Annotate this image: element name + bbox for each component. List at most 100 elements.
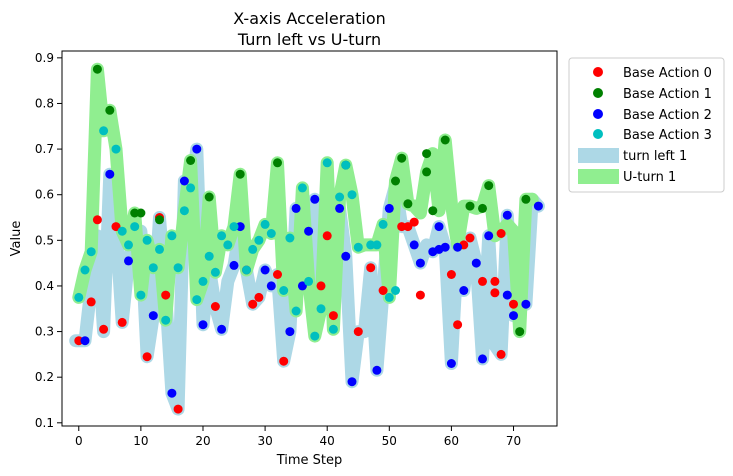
point-base-action-2-1 — [105, 169, 115, 179]
point-base-action-3-38 — [335, 192, 345, 202]
legend-label-base-action-1: Base Action 1 — [623, 87, 712, 102]
legend: Base Action 0 Base Action 1 Base Action … — [568, 57, 725, 193]
y-tick-label-0.8: 0.8 — [35, 96, 54, 110]
point-base-action-3-34 — [310, 331, 320, 341]
point-base-action-3-33 — [304, 276, 314, 286]
point-base-action-3-0 — [74, 292, 84, 302]
point-base-action-0-10 — [210, 302, 220, 311]
x-tick-label-40: 40 — [320, 434, 335, 448]
point-base-action-1-13 — [422, 149, 432, 159]
point-base-action-1-11 — [397, 153, 407, 163]
point-base-action-0-4 — [111, 222, 121, 232]
point-base-action-2-7 — [198, 320, 208, 330]
legend-swatch-turn-left-1 — [578, 148, 619, 163]
point-base-action-3-19 — [204, 251, 214, 261]
point-base-action-3-8 — [136, 290, 146, 300]
point-base-action-2-29 — [446, 359, 456, 368]
point-base-action-3-13 — [167, 231, 177, 241]
point-base-action-0-6 — [142, 352, 152, 362]
point-base-action-0-35 — [509, 299, 518, 309]
legend-marker-base-action-2 — [593, 109, 603, 119]
x-tick-label-10: 10 — [133, 434, 148, 448]
point-base-action-3-37 — [328, 324, 338, 334]
point-base-action-3-43 — [372, 240, 382, 250]
y-tick-label-0.6: 0.6 — [35, 188, 54, 202]
x-tick-label-20: 20 — [195, 434, 210, 448]
plot-frame — [61, 50, 558, 427]
point-base-action-2-35 — [502, 290, 512, 300]
point-base-action-2-23 — [409, 240, 419, 250]
point-base-action-3-1 — [80, 265, 90, 275]
point-base-action-2-0 — [80, 336, 90, 346]
point-base-action-3-32 — [297, 183, 307, 193]
point-base-action-1-8 — [273, 158, 282, 168]
point-base-action-0-19 — [353, 327, 363, 337]
legend-label-u-turn-1: U-turn 1 — [623, 170, 676, 185]
point-base-action-2-5 — [179, 176, 189, 186]
point-base-action-2-28 — [440, 242, 450, 252]
point-base-action-0-31 — [490, 276, 500, 286]
point-base-action-2-4 — [167, 388, 177, 398]
point-base-action-3-31 — [291, 306, 301, 316]
point-base-action-3-11 — [155, 244, 164, 254]
legend-swatch-u-turn-1 — [578, 169, 619, 184]
point-base-action-1-14 — [422, 167, 432, 177]
point-base-action-0-29 — [465, 233, 475, 243]
y-tick-label-0.1: 0.1 — [35, 416, 54, 430]
point-base-action-2-34 — [484, 231, 494, 241]
point-base-action-2-2 — [124, 256, 133, 266]
point-base-action-0-17 — [322, 231, 332, 241]
y-tick-label-0.5: 0.5 — [35, 233, 54, 247]
point-base-action-0-23 — [403, 222, 413, 232]
point-base-action-2-38 — [521, 299, 531, 309]
point-base-action-3-29 — [279, 286, 289, 295]
point-base-action-3-24 — [242, 265, 251, 275]
point-base-action-3-35 — [316, 304, 326, 314]
legend-marker-base-action-1 — [593, 88, 603, 98]
point-base-action-1-16 — [440, 135, 450, 145]
point-base-action-3-5 — [117, 226, 127, 236]
point-base-action-1-6 — [204, 192, 214, 202]
point-base-action-3-44 — [378, 219, 388, 229]
point-base-action-2-36 — [502, 210, 512, 220]
point-base-action-3-18 — [198, 276, 208, 286]
point-base-action-0-16 — [316, 281, 326, 291]
point-base-action-3-7 — [130, 222, 140, 232]
point-base-action-2-21 — [372, 365, 382, 375]
point-base-action-3-41 — [353, 242, 363, 252]
point-base-action-3-36 — [322, 158, 332, 168]
point-base-action-2-16 — [304, 226, 314, 236]
point-base-action-3-39 — [341, 160, 351, 170]
x-tick-label-60: 60 — [444, 434, 459, 448]
point-base-action-0-33 — [496, 229, 506, 238]
point-base-action-0-32 — [490, 288, 500, 298]
y-tick-label-0.4: 0.4 — [35, 279, 54, 293]
point-base-action-1-12 — [403, 199, 413, 209]
point-base-action-3-45 — [384, 292, 394, 302]
point-base-action-2-12 — [266, 281, 276, 291]
point-base-action-2-14 — [291, 203, 301, 213]
point-base-action-3-15 — [179, 206, 189, 216]
point-base-action-1-20 — [515, 327, 525, 337]
point-base-action-3-28 — [266, 229, 276, 238]
point-base-action-2-8 — [217, 324, 227, 334]
point-base-action-2-39 — [533, 201, 543, 211]
point-base-action-1-18 — [478, 203, 487, 213]
point-base-action-0-8 — [161, 290, 171, 300]
point-base-action-2-11 — [260, 265, 270, 275]
point-base-action-1-1 — [105, 105, 115, 115]
point-base-action-2-37 — [509, 311, 518, 321]
point-base-action-3-9 — [142, 235, 152, 245]
x-tick-label-0: 0 — [75, 434, 83, 448]
point-base-action-3-12 — [161, 315, 171, 325]
point-base-action-0-3 — [99, 324, 109, 334]
point-base-action-2-15 — [297, 281, 307, 291]
point-base-action-2-18 — [335, 203, 345, 213]
point-base-action-3-16 — [186, 183, 196, 193]
point-base-action-2-10 — [235, 222, 245, 232]
point-base-action-0-30 — [478, 276, 487, 286]
point-base-action-3-6 — [124, 240, 133, 250]
legend-marker-base-action-0 — [593, 67, 603, 77]
point-base-action-3-21 — [217, 231, 227, 241]
legend-label-base-action-3: Base Action 3 — [623, 128, 712, 143]
